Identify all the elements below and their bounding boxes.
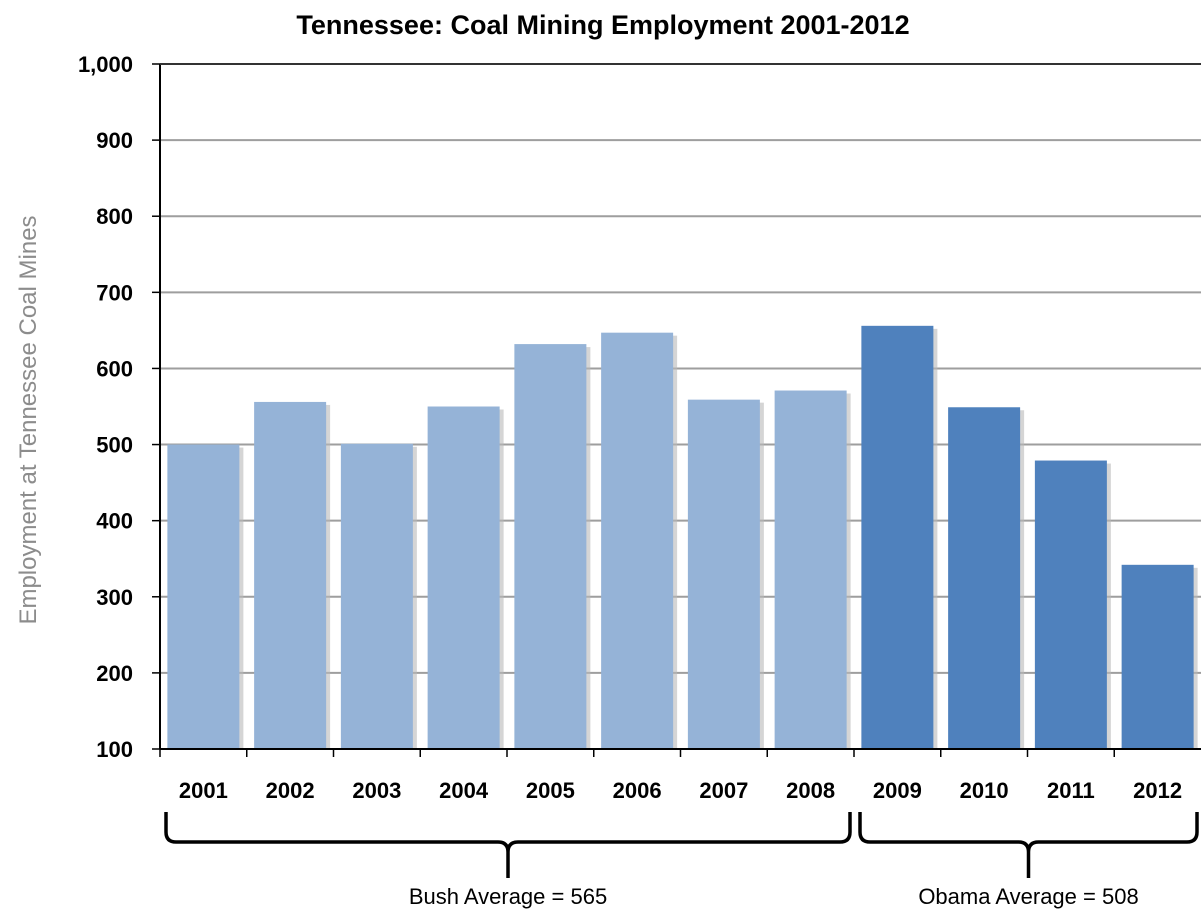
- y-tick-label: 200: [96, 661, 133, 686]
- axes: [152, 63, 1201, 757]
- bar-2005: [514, 344, 587, 749]
- x-tick-label: 2006: [613, 778, 662, 803]
- x-tick-label: 2004: [439, 778, 489, 803]
- bar-2007: [687, 399, 760, 749]
- bars: [167, 325, 1198, 749]
- x-tick-label: 2008: [786, 778, 835, 803]
- bar-2011: [1034, 460, 1107, 749]
- group-annotations: Bush Average = 565 Obama Average = 508: [164, 812, 1199, 909]
- y-tick-labels: 100 200 300 400 500 600 700 800 900 1,000: [78, 52, 133, 762]
- y-tick-label: 1,000: [78, 52, 133, 77]
- x-tick-labels: 2001 2002 2003 2004 2005 2006 2007 2008 2009 2010…: [179, 778, 1182, 803]
- x-tick-label: 2003: [352, 778, 401, 803]
- bar-2010: [948, 407, 1021, 749]
- group-average-label: Obama Average = 508: [918, 884, 1138, 909]
- group-brace: [164, 812, 852, 878]
- bar-2009: [861, 325, 934, 749]
- y-tick-label: 300: [96, 585, 133, 610]
- y-tick-label: 600: [96, 356, 133, 381]
- bar-2012: [1121, 564, 1194, 749]
- bar-2006: [601, 332, 674, 749]
- x-tick-label: 2011: [1047, 778, 1095, 803]
- x-tick-label: 2005: [526, 778, 575, 803]
- y-tick-label: 700: [96, 280, 133, 305]
- x-tick-label: 2002: [266, 778, 315, 803]
- bar-2002: [254, 401, 327, 749]
- y-tick-label: 800: [96, 204, 133, 229]
- chart-title: Tennessee: Coal Mining Employment 2001-2…: [296, 10, 909, 40]
- group-brace: [858, 812, 1199, 878]
- x-tick-label: 2001: [179, 778, 228, 803]
- bar-2004: [427, 406, 500, 749]
- x-tick-label: 2007: [699, 778, 748, 803]
- x-tick-label: 2009: [873, 778, 922, 803]
- y-axis-label: Employment at Tennessee Coal Mines: [15, 215, 42, 624]
- y-tick-label: 400: [96, 509, 133, 534]
- y-tick-label: 500: [96, 433, 133, 458]
- x-tick-label: 2010: [960, 778, 1009, 803]
- y-tick-label: 100: [96, 737, 133, 762]
- y-tick-label: 900: [96, 128, 133, 153]
- x-tick-label: 2012: [1133, 778, 1182, 803]
- bar-2003: [340, 443, 413, 749]
- bar-2008: [774, 390, 847, 749]
- group-average-label: Bush Average = 565: [409, 884, 607, 909]
- bar-2001: [167, 444, 240, 749]
